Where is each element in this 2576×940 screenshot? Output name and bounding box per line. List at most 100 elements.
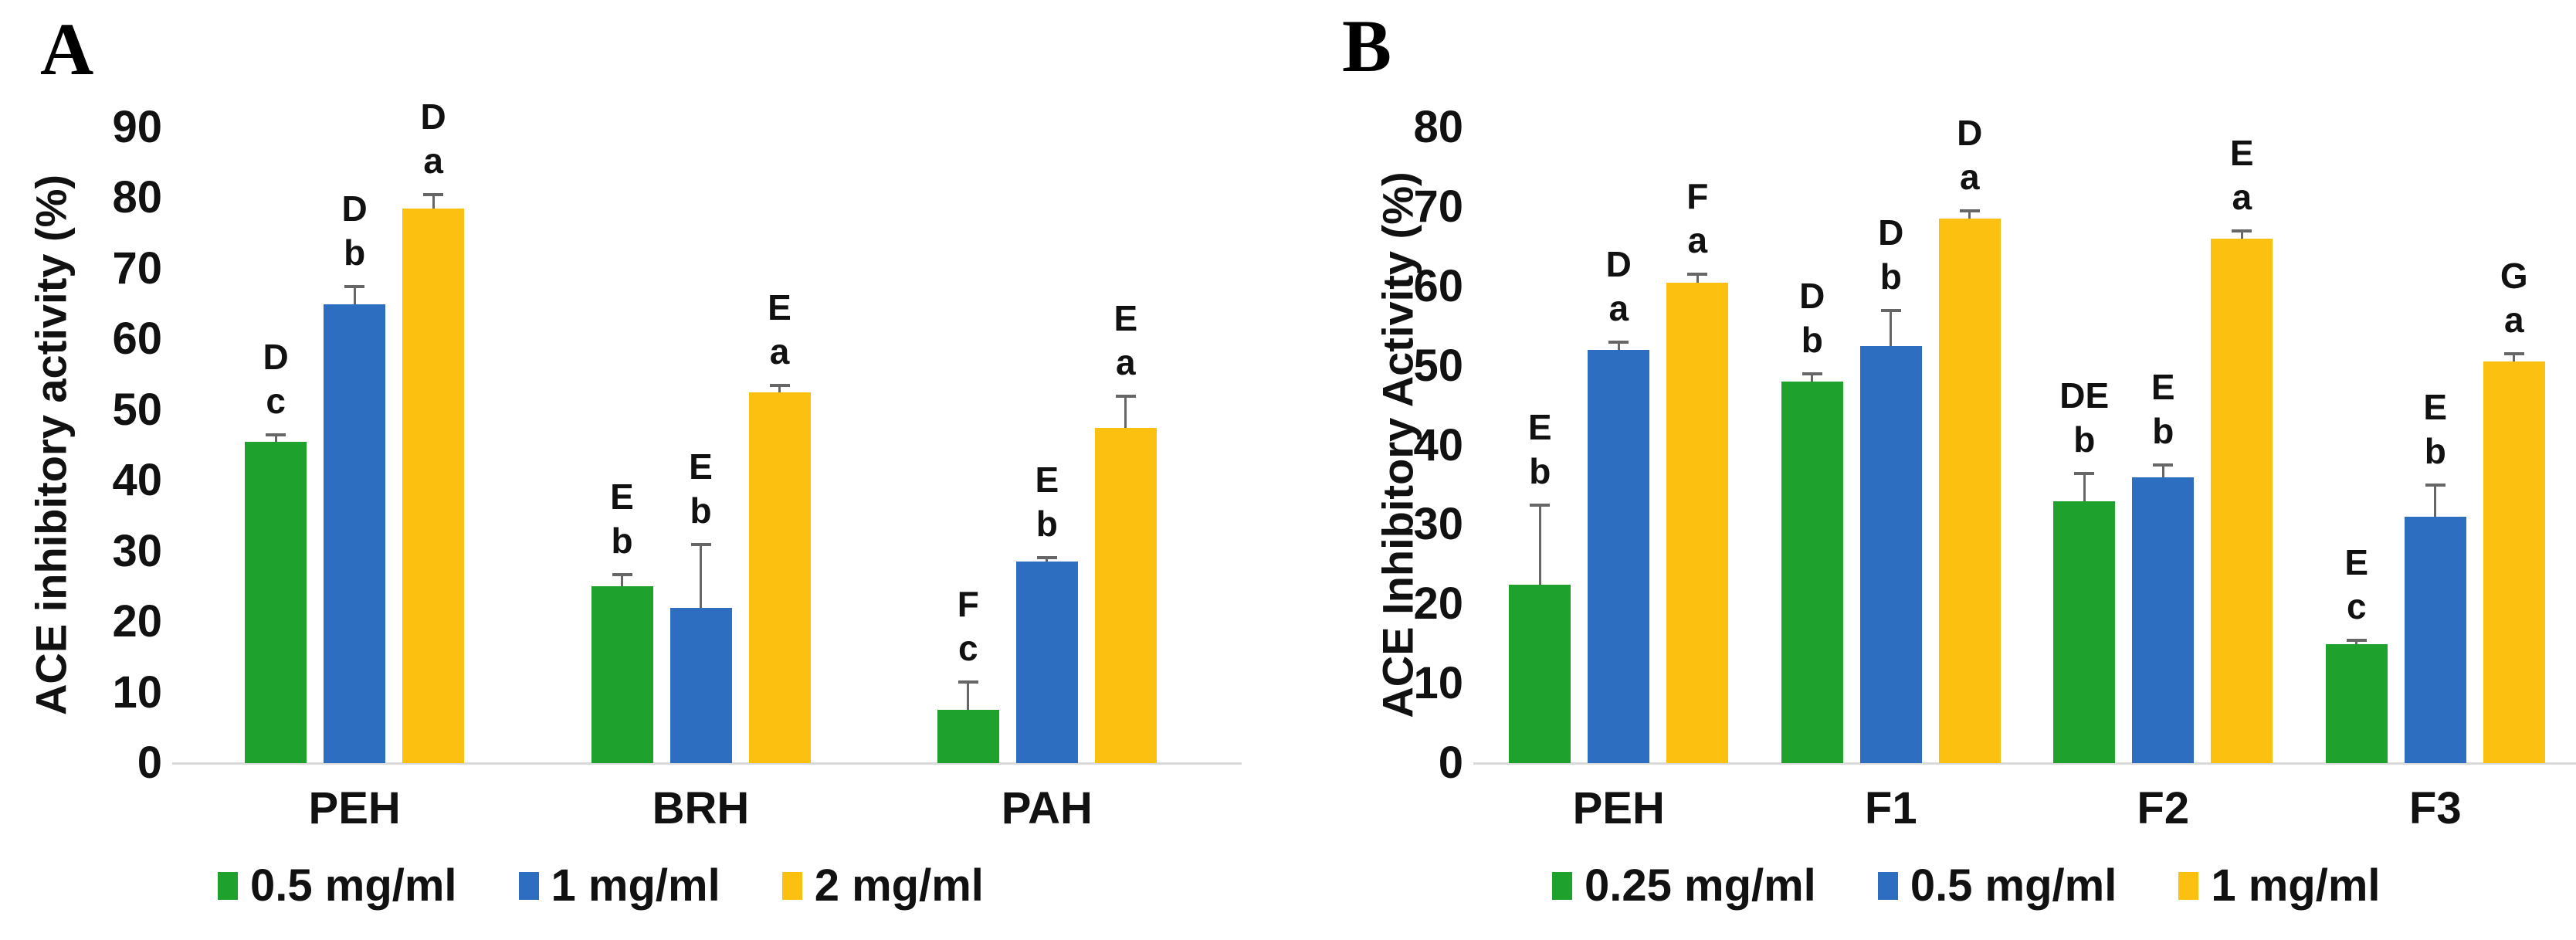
error-bar-whisker	[432, 194, 435, 209]
legend-swatch	[1877, 872, 1898, 900]
y-tick-label: 20	[112, 596, 162, 647]
error-bar-whisker	[353, 286, 356, 304]
bar-F1-1mgml	[1938, 219, 2001, 763]
error-bar-whisker	[778, 385, 781, 392]
significance-letter-lower: b	[690, 490, 712, 531]
error-bar-whisker	[2161, 465, 2164, 477]
bar-PEH-0.5mgml	[1588, 350, 1650, 763]
legend-item: 1 mg/ml	[518, 859, 720, 913]
significance-letter-lower: c	[958, 627, 978, 668]
y-tick-label: 10	[112, 667, 162, 718]
panel-a-letter: A	[40, 8, 94, 90]
error-bar-cap	[423, 192, 444, 196]
panel-b-x-axis-labels: PEH F1 F2 F3	[1483, 782, 2571, 844]
legend-item: 0.5 mg/ml	[1877, 859, 2117, 913]
panel-b-letter: B	[1342, 5, 1392, 87]
error-bar-cap	[769, 383, 790, 387]
x-category-label: PAH	[1001, 783, 1093, 833]
y-tick-label: 50	[1413, 340, 1463, 391]
significance-letter-lower: b	[611, 520, 633, 561]
error-bar-cap	[2232, 229, 2252, 232]
legend-swatch	[218, 872, 238, 900]
error-bar-whisker	[2240, 230, 2243, 239]
y-tick-label: 80	[1413, 102, 1463, 152]
legend-item: 0.25 mg/ml	[1552, 859, 1816, 913]
bar-F1-0.5mgml	[1859, 345, 1922, 763]
significance-letter-upper: D	[1957, 113, 1983, 154]
x-category-label: PEH	[308, 783, 401, 833]
y-tick-label: 60	[112, 314, 162, 365]
y-tick-label: 10	[1413, 658, 1463, 709]
error-bar-whisker	[1617, 341, 1620, 351]
y-tick-label: 50	[112, 384, 162, 435]
error-bar-cap	[612, 572, 632, 576]
x-category-label: BRH	[652, 783, 750, 833]
legend-label: 0.5 mg/ml	[250, 860, 457, 911]
bar-BRH-2mgml	[748, 392, 811, 763]
significance-letter-upper: E	[1527, 406, 1552, 447]
panel-a: A ACE inhibitory activity (%) 0 10 20 30 40 5…	[0, 0, 1282, 940]
bar-F3-0.25mgml	[2325, 643, 2388, 763]
significance-letter-upper: E	[2151, 367, 2175, 408]
y-tick-label: 30	[112, 525, 162, 576]
error-bar-cap	[1115, 394, 1136, 398]
error-bar-whisker	[2513, 354, 2516, 362]
legend-label: 0.5 mg/ml	[1910, 860, 2117, 911]
error-bar-cap	[690, 542, 711, 546]
error-bar-whisker	[2083, 473, 2086, 501]
significance-letter-lower: b	[1879, 256, 1902, 297]
error-bar-whisker	[967, 681, 970, 711]
significance-letter-lower: a	[1959, 157, 1980, 198]
panel-a-y-axis-ticks: 0 10 20 30 40 50 60 70 80 90	[0, 102, 162, 788]
y-tick-label: 0	[137, 738, 162, 788]
legend-swatch	[781, 872, 802, 900]
significance-letter-lower: a	[769, 331, 790, 372]
bar-PEH-1mgml	[324, 304, 386, 763]
legend-swatch	[518, 872, 539, 900]
bar-F2-0.5mgml	[2132, 477, 2195, 763]
bar-F3-1mgml	[2483, 361, 2545, 763]
error-bar-whisker	[1696, 274, 1699, 283]
error-bar-cap	[2503, 352, 2524, 356]
y-tick-label: 40	[1413, 419, 1463, 470]
significance-letter-upper: D	[420, 96, 446, 137]
bar-F2-0.25mgml	[2053, 501, 2116, 763]
error-bar-whisker	[1124, 395, 1127, 428]
error-bar-cap	[1530, 503, 1551, 507]
significance-letter-lower: a	[1116, 341, 1136, 382]
significance-letter-upper: E	[2229, 132, 2254, 173]
significance-label: DE b	[1999, 374, 2169, 462]
error-bar-whisker	[1811, 373, 1814, 382]
error-bar-whisker	[700, 544, 702, 608]
significance-letter-upper: F	[1686, 176, 1709, 217]
legend-item: 2 mg/ml	[781, 859, 984, 913]
error-bar-whisker	[1538, 504, 1541, 585]
bar-PEH-2mgml	[402, 209, 465, 763]
significance-letter-upper: D	[263, 336, 289, 377]
error-bar-cap	[266, 433, 286, 436]
error-bar-cap	[2425, 483, 2446, 487]
significance-letter-upper: D	[341, 188, 368, 229]
legend-swatch	[2178, 872, 2199, 900]
significance-letter-lower: b	[1035, 503, 1058, 544]
significance-letter-lower: b	[2152, 411, 2174, 452]
bar-BRH-1mgml	[669, 607, 732, 763]
y-tick-label: 40	[112, 455, 162, 506]
error-bar-whisker	[274, 434, 277, 442]
bar-PEH-1mgml	[1666, 282, 1729, 763]
significance-letter-lower: b	[1801, 319, 1823, 360]
error-bar-whisker	[2434, 484, 2437, 518]
